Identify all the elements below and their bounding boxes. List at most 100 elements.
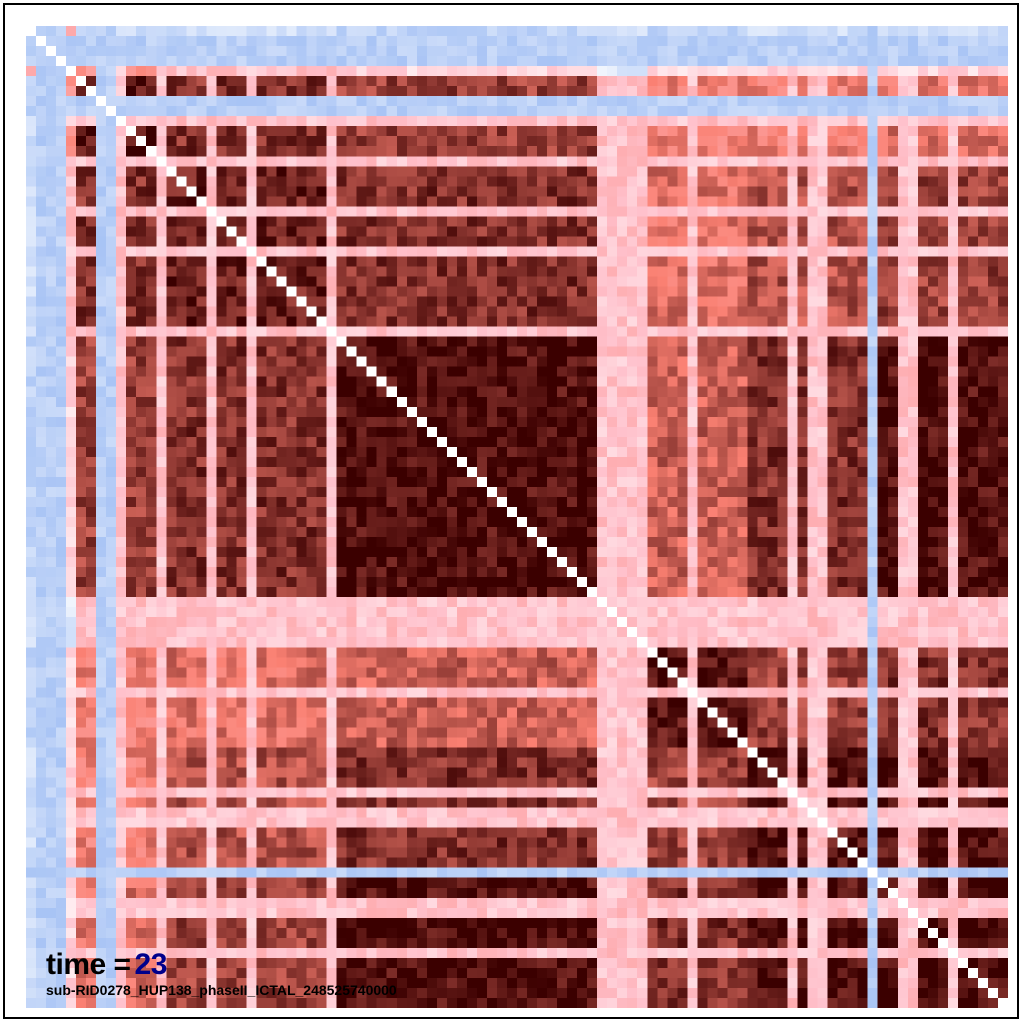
heatmap-cell (727, 46, 738, 57)
heatmap-cell (236, 66, 247, 77)
heatmap-cell (396, 156, 407, 167)
heatmap-cell (306, 376, 317, 387)
heatmap-cell (196, 46, 207, 57)
heatmap-cell (56, 356, 67, 367)
heatmap-cell (997, 176, 1008, 187)
heatmap-cell (657, 216, 668, 227)
heatmap-cell (76, 116, 87, 127)
heatmap-cell (787, 146, 798, 157)
heatmap-cell (296, 517, 307, 528)
heatmap-cell (126, 466, 137, 477)
heatmap-cell (76, 366, 87, 377)
heatmap-cell (987, 276, 998, 287)
heatmap-cell (777, 266, 788, 277)
heatmap-cell (86, 406, 97, 417)
heatmap-cell (927, 176, 938, 187)
heatmap-cell (136, 176, 147, 187)
heatmap-cell (707, 336, 718, 347)
heatmap-cell (577, 206, 588, 217)
heatmap-cell (837, 246, 848, 257)
heatmap-cell (86, 276, 97, 287)
heatmap-cell (937, 356, 948, 367)
diagonal-cell (46, 46, 57, 57)
heatmap-cell (456, 36, 467, 47)
heatmap-cell (887, 406, 898, 417)
heatmap-cell (587, 66, 598, 77)
heatmap-cell (436, 326, 447, 337)
heatmap-cell (567, 336, 578, 347)
heatmap-cell (697, 76, 708, 87)
heatmap-cell (947, 146, 958, 157)
heatmap-cell (717, 416, 728, 427)
heatmap-cell (36, 376, 47, 387)
heatmap-cell (156, 26, 167, 37)
heatmap-cell (216, 406, 227, 417)
heatmap-cell (446, 476, 457, 487)
heatmap-cell (36, 316, 47, 327)
heatmap-cell (466, 306, 477, 317)
heatmap-cell (817, 527, 828, 538)
heatmap-cell (436, 356, 447, 367)
heatmap-cell (567, 506, 578, 517)
heatmap-cell (847, 406, 858, 417)
heatmap-cell (837, 196, 848, 207)
heatmap-cell (236, 76, 247, 87)
heatmap-cell (466, 146, 477, 157)
heatmap-cell (46, 346, 57, 357)
heatmap-cell (847, 386, 858, 397)
heatmap-cell (86, 46, 97, 57)
heatmap-cell (416, 517, 427, 528)
heatmap-cell (406, 366, 417, 377)
heatmap-cell (557, 496, 568, 507)
heatmap-cell (466, 286, 477, 297)
heatmap-cell (46, 246, 57, 257)
heatmap-cell (376, 496, 387, 507)
heatmap-cell (757, 356, 768, 367)
heatmap-cell (206, 496, 217, 507)
heatmap-cell (166, 396, 177, 407)
heatmap-cell (446, 186, 457, 197)
heatmap-cell (456, 26, 467, 37)
heatmap-cell (667, 196, 678, 207)
heatmap-cell (396, 136, 407, 147)
heatmap-cell (857, 256, 868, 267)
heatmap-cell (306, 256, 317, 267)
heatmap-cell (476, 296, 487, 307)
heatmap-cell (807, 406, 818, 417)
heatmap-cell (677, 236, 688, 247)
heatmap-cell (276, 106, 287, 117)
heatmap-cell (356, 86, 367, 97)
heatmap-cell (26, 336, 37, 347)
heatmap-cell (116, 166, 127, 177)
heatmap-cell (146, 396, 157, 407)
heatmap-cell (466, 186, 477, 197)
heatmap-cell (657, 356, 668, 367)
heatmap-cell (907, 376, 918, 387)
heatmap-cell (827, 246, 838, 257)
heatmap-cell (717, 166, 728, 177)
heatmap-cell (967, 356, 978, 367)
heatmap-cell (977, 166, 988, 177)
heatmap-cell (817, 156, 828, 167)
heatmap-cell (196, 456, 207, 467)
heatmap-cell (827, 86, 838, 97)
heatmap-cell (296, 266, 307, 277)
heatmap-cell (737, 476, 748, 487)
heatmap-cell (927, 26, 938, 37)
heatmap-cell (737, 486, 748, 497)
heatmap-cell (667, 156, 678, 167)
heatmap-cell (657, 506, 668, 517)
heatmap-cell (166, 86, 177, 97)
heatmap-cell (697, 396, 708, 407)
heatmap-cell (86, 466, 97, 477)
heatmap-cell (977, 106, 988, 117)
heatmap-cell (877, 136, 888, 147)
heatmap-cell (747, 146, 758, 157)
heatmap-cell (256, 66, 267, 77)
heatmap-cell (496, 466, 507, 477)
heatmap-cell (527, 196, 538, 207)
heatmap-cell (757, 326, 768, 337)
heatmap-cell (416, 76, 427, 87)
heatmap-cell (116, 106, 127, 117)
heatmap-cell (917, 386, 928, 397)
